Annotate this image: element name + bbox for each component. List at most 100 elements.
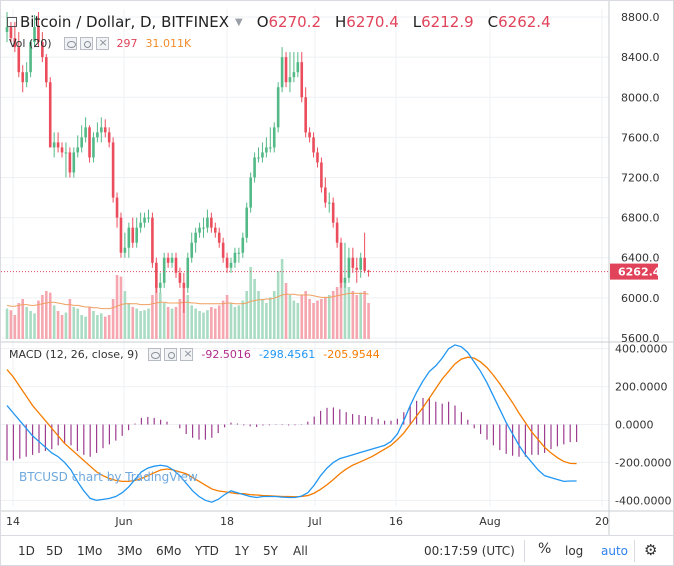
candle xyxy=(143,212,146,228)
volume-bar xyxy=(272,291,276,339)
close-icon[interactable] xyxy=(180,347,194,361)
volume-bar xyxy=(241,300,245,339)
chart-canvas[interactable]: 8800.0 8400.0 8000.0 7600.0 7200.0 6800.0 6400… xyxy=(1,1,673,535)
candle xyxy=(41,32,44,63)
volume-bar xyxy=(316,300,319,339)
candle xyxy=(100,117,103,143)
candle-body xyxy=(41,42,44,58)
candle-body xyxy=(312,137,315,153)
range-ytd-button[interactable]: YTD xyxy=(195,544,219,558)
symbol-legend[interactable]: Bitcoin / Dollar, D, BITFINEX ▼ O 6270.2 … xyxy=(7,13,557,31)
collapse-icon[interactable] xyxy=(7,17,17,27)
eye-icon[interactable] xyxy=(63,37,77,50)
volume-bar xyxy=(304,291,307,339)
low-label: L xyxy=(412,13,422,31)
candle-body xyxy=(155,262,158,288)
candle xyxy=(76,135,80,158)
candle-body xyxy=(233,252,237,263)
volume-bar xyxy=(88,307,91,339)
range-all-button[interactable]: All xyxy=(293,544,308,558)
candle-body xyxy=(217,232,221,243)
candle xyxy=(88,125,91,163)
last-price-label: 6262.4 xyxy=(618,266,661,279)
volume-bar xyxy=(135,308,138,339)
candle xyxy=(155,257,158,293)
candle xyxy=(33,15,36,48)
volume-bar xyxy=(178,299,182,339)
volume-bar xyxy=(60,315,64,339)
price-tick-label: 8400.0 xyxy=(621,51,660,64)
volume-bar xyxy=(170,308,174,339)
volume-bar xyxy=(111,299,115,339)
volume-bar xyxy=(127,303,131,339)
volume-bar xyxy=(217,305,221,339)
volume-bar xyxy=(269,297,272,339)
candle xyxy=(182,272,186,313)
candle-body xyxy=(304,97,307,133)
volume-bar xyxy=(182,287,186,339)
candle-body xyxy=(29,42,32,73)
candle-body xyxy=(115,197,119,218)
candle xyxy=(324,177,327,208)
eye-icon[interactable] xyxy=(148,348,162,361)
candle-body xyxy=(182,282,186,288)
candle-body xyxy=(131,227,135,243)
candle-body xyxy=(37,27,40,43)
gear-icon[interactable]: ⚙ xyxy=(644,541,658,559)
range-1mo-button[interactable]: 1Mo xyxy=(77,544,103,558)
volume-bar xyxy=(367,303,370,339)
range-5y-button[interactable]: 5Y xyxy=(263,544,278,558)
macd-tick-label: 0.0000 xyxy=(615,419,654,432)
volume-bar xyxy=(143,310,146,339)
gear-icon[interactable] xyxy=(79,37,93,50)
candle-body xyxy=(147,217,150,219)
candle xyxy=(327,192,331,213)
macd-legend[interactable]: MACD (12, 26, close, 9) -92.5016 -298.45… xyxy=(7,347,380,361)
candle-body xyxy=(5,27,9,33)
close-value: 6262.4 xyxy=(498,13,551,31)
candle-body xyxy=(272,127,276,148)
percent-scale-button[interactable]: % xyxy=(538,541,552,557)
candle xyxy=(115,192,119,228)
candle-body xyxy=(276,87,280,128)
volume-value: 297 xyxy=(116,37,138,50)
volume-bar xyxy=(45,291,48,339)
macd-label: MACD (12, 26, close, 9) xyxy=(9,348,139,361)
candle-body xyxy=(327,202,331,204)
candle xyxy=(119,212,123,258)
candle-body xyxy=(335,222,339,243)
volume-bar xyxy=(151,295,154,339)
range-5d-button[interactable]: 5D xyxy=(46,544,63,558)
candle-body xyxy=(367,270,370,272)
volume-bar xyxy=(48,292,52,339)
candle xyxy=(96,122,99,143)
candle xyxy=(64,142,68,178)
range-6mo-button[interactable]: 6Mo xyxy=(156,544,182,558)
close-icon[interactable] xyxy=(95,36,109,50)
volume-bar xyxy=(194,308,197,339)
volume-legend[interactable]: Vol (20) 297 31.011K xyxy=(7,36,191,50)
log-scale-button[interactable]: log xyxy=(565,544,584,558)
range-1y-button[interactable]: 1Y xyxy=(234,544,249,558)
candle xyxy=(17,32,21,78)
clock-readout[interactable]: 00:17:59 (UTC) xyxy=(424,544,515,558)
candle-body xyxy=(52,142,56,148)
price-tick-label: 8800.0 xyxy=(621,11,660,24)
candle xyxy=(261,142,264,163)
gear-icon[interactable] xyxy=(164,348,178,361)
candle-body xyxy=(123,247,127,253)
candle xyxy=(127,222,131,258)
volume-bar xyxy=(327,295,331,339)
auto-scale-button[interactable]: auto xyxy=(601,544,629,558)
candle xyxy=(107,127,111,148)
range-1d-button[interactable]: 1D xyxy=(18,544,35,558)
candle-body xyxy=(288,77,292,83)
candle xyxy=(316,147,319,168)
candle-body xyxy=(359,257,362,270)
candle xyxy=(320,157,323,193)
candle xyxy=(198,222,201,238)
range-3mo-button[interactable]: 3Mo xyxy=(117,544,143,558)
candle-body xyxy=(111,142,115,198)
chevron-down-icon[interactable]: ▼ xyxy=(234,16,243,28)
candle-body xyxy=(178,272,182,283)
